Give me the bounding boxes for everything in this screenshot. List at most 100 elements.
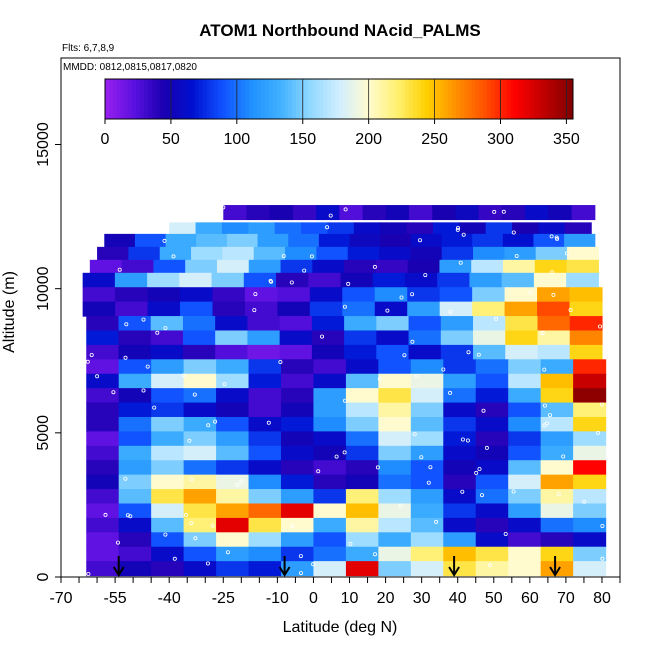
- sample-point: [298, 554, 303, 559]
- heatmap-cell: [183, 489, 217, 505]
- heatmap-cell: [573, 445, 607, 461]
- sample-point: [434, 519, 439, 524]
- x-tick-label: 60: [521, 590, 539, 607]
- sample-point: [600, 524, 605, 529]
- heatmap-cell: [269, 205, 294, 221]
- heatmap-cell: [244, 287, 278, 303]
- heatmap-cell: [345, 489, 379, 505]
- heatmap-cell: [378, 474, 412, 490]
- heatmap-cell: [248, 431, 282, 447]
- x-tick-label: 70: [557, 590, 575, 607]
- heatmap-cell: [277, 287, 311, 303]
- heatmap-cell: [151, 416, 185, 432]
- heatmap-cell: [345, 388, 379, 404]
- sample-point: [544, 421, 549, 426]
- colorbar-segment: [530, 79, 535, 119]
- heatmap-cell: [216, 561, 250, 577]
- heatmap-cell: [183, 460, 217, 476]
- heatmap-cell: [159, 246, 192, 262]
- heatmap-cell: [362, 205, 387, 221]
- heatmap-cell: [215, 316, 249, 332]
- heatmap-cell: [280, 503, 315, 519]
- heatmap-cell: [443, 402, 477, 418]
- sample-point: [372, 552, 377, 557]
- colorbar-segment: [541, 79, 547, 119]
- heatmap-cell: [327, 222, 355, 238]
- heatmap-cell: [313, 517, 347, 533]
- heatmap-cell: [443, 373, 477, 389]
- colorbar-tick-label: 100: [223, 131, 250, 148]
- colorbar-segment: [167, 79, 172, 119]
- sample-point: [542, 423, 547, 428]
- heatmap-cell: [313, 445, 347, 461]
- heatmap-cell: [385, 205, 410, 221]
- heatmap-cell: [440, 344, 474, 360]
- colorbar-segment: [467, 79, 473, 119]
- sample-point: [325, 225, 330, 230]
- sample-point: [302, 268, 307, 273]
- colorbar-segment: [245, 79, 250, 119]
- colorbar-segment: [393, 79, 398, 119]
- heatmap-cell: [183, 532, 217, 548]
- sample-point: [163, 532, 168, 537]
- heatmap-cell: [248, 561, 282, 577]
- heatmap-cell: [372, 272, 406, 288]
- sample-point: [596, 430, 601, 435]
- heatmap-cell: [473, 246, 505, 262]
- heatmap-cell: [216, 259, 250, 275]
- heatmap-cell: [455, 205, 480, 221]
- heatmap-cell: [118, 474, 152, 490]
- colorbar-segment: [159, 79, 164, 119]
- x-axis-label: Latitude (deg N): [283, 619, 398, 636]
- heatmap-cell: [277, 301, 311, 317]
- heatmap-cell: [441, 246, 474, 262]
- heatmap-cell: [573, 532, 607, 548]
- colorbar-segment: [350, 79, 356, 119]
- heatmap-cell: [191, 246, 223, 262]
- heatmap-cell: [533, 272, 567, 288]
- sample-point: [492, 209, 497, 214]
- heatmap-cell: [86, 388, 120, 404]
- colorbar-segment: [237, 79, 242, 119]
- sample-point: [163, 326, 168, 331]
- heatmap-cell: [410, 561, 444, 577]
- heatmap-cell: [374, 301, 408, 317]
- colorbar-segment: [342, 79, 348, 119]
- colorbar-tick-label: 350: [553, 131, 580, 148]
- heatmap-cell: [376, 330, 410, 346]
- colorbar-segment: [136, 79, 141, 119]
- heatmap-cell: [409, 205, 433, 221]
- heatmap-cell: [86, 532, 120, 548]
- heatmap-cell: [280, 561, 315, 577]
- heatmap-cell: [216, 460, 250, 476]
- sample-point: [399, 295, 404, 300]
- heatmap-cell: [472, 301, 506, 317]
- heatmap-cell: [313, 546, 347, 562]
- sample-point: [494, 316, 499, 321]
- flight-marker-arrow: [278, 556, 291, 577]
- sample-point: [328, 213, 333, 218]
- heatmap-cell: [378, 561, 412, 577]
- heatmap-cell: [248, 416, 282, 432]
- colorbar-segment: [202, 79, 207, 119]
- colorbar-segment: [214, 79, 219, 119]
- heatmap-cell: [443, 388, 477, 404]
- sample-point: [460, 489, 465, 494]
- heatmap-cell: [147, 272, 180, 288]
- sample-point: [145, 364, 150, 369]
- colorbar-segment: [358, 79, 363, 119]
- colorbar-segment: [276, 79, 281, 119]
- heatmap-cell: [540, 489, 574, 505]
- heatmap-cell: [378, 373, 412, 389]
- sample-point: [564, 251, 569, 256]
- heatmap-cell: [573, 561, 607, 577]
- colorbar-segment: [108, 79, 114, 119]
- flight-marker-arrow: [112, 556, 125, 577]
- heatmap-cell: [407, 301, 441, 317]
- heatmap-cell: [349, 233, 381, 249]
- heatmap-cell: [573, 546, 607, 562]
- heatmap-cell: [313, 561, 347, 577]
- colorbar-segment: [381, 79, 387, 119]
- heatmap-cell: [257, 233, 289, 249]
- heatmap-cell: [508, 402, 542, 418]
